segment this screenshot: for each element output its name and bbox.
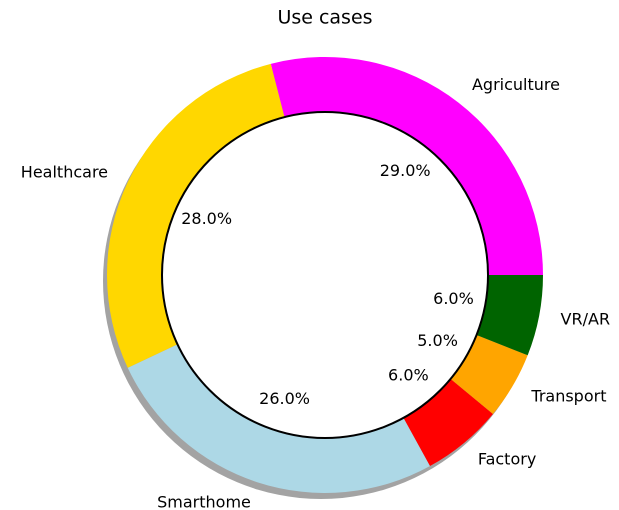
value-label: 26.0% xyxy=(259,389,310,408)
value-label: 6.0% xyxy=(433,289,474,308)
slice-label: Transport xyxy=(530,387,606,406)
slice-label: Factory xyxy=(478,449,536,468)
value-label: 29.0% xyxy=(380,161,431,180)
slice-label: Agriculture xyxy=(472,75,560,94)
wedge xyxy=(270,57,543,275)
slice-label: VR/AR xyxy=(561,309,611,328)
slice-label: Healthcare xyxy=(21,162,108,181)
value-label: 28.0% xyxy=(181,209,232,228)
value-label: 6.0% xyxy=(388,365,429,384)
slice-label: Smarthome xyxy=(157,493,251,510)
value-label: 5.0% xyxy=(417,331,458,350)
wedge xyxy=(403,378,493,467)
chart-title: Use cases xyxy=(277,7,372,29)
wedge xyxy=(450,335,528,414)
wedge xyxy=(127,344,431,493)
wedge xyxy=(106,63,285,368)
inner-circle xyxy=(161,111,489,439)
wedge xyxy=(476,275,543,356)
